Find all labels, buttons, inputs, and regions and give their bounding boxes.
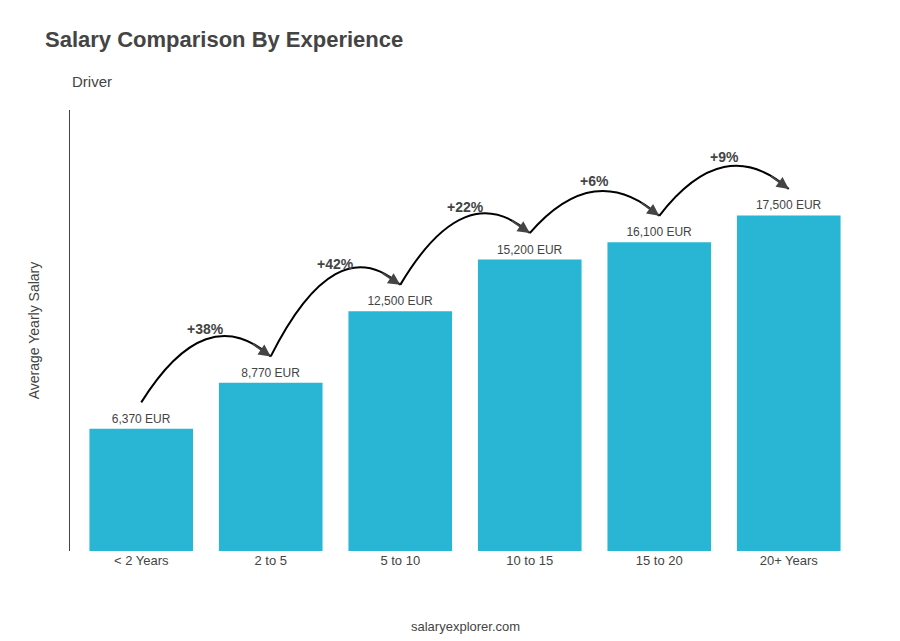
svg-text:2 to 5: 2 to 5 bbox=[254, 553, 287, 568]
svg-text:< 2 Years: < 2 Years bbox=[114, 553, 169, 568]
svg-text:15,200 EUR: 15,200 EUR bbox=[497, 243, 563, 257]
svg-text:15 to 20: 15 to 20 bbox=[636, 553, 683, 568]
svg-text:+38%: +38% bbox=[187, 321, 224, 337]
svg-text:12,500 EUR: 12,500 EUR bbox=[367, 294, 433, 308]
svg-text:+42%: +42% bbox=[317, 256, 354, 272]
svg-text:+6%: +6% bbox=[580, 173, 609, 189]
svg-text:Average Yearly Salary: Average Yearly Salary bbox=[26, 262, 42, 400]
svg-text:+9%: +9% bbox=[710, 149, 739, 165]
svg-text:5 to 10: 5 to 10 bbox=[380, 553, 420, 568]
svg-text:10 to 15: 10 to 15 bbox=[506, 553, 553, 568]
svg-text:salaryexplorer.com: salaryexplorer.com bbox=[411, 619, 520, 634]
svg-text:16,100 EUR: 16,100 EUR bbox=[626, 225, 692, 239]
svg-text:20+ Years: 20+ Years bbox=[760, 553, 819, 568]
svg-text:+22%: +22% bbox=[447, 199, 484, 215]
svg-text:Salary Comparison By Experienc: Salary Comparison By Experience bbox=[45, 27, 403, 52]
svg-text:8,770 EUR: 8,770 EUR bbox=[241, 366, 300, 380]
svg-text:6,370 EUR: 6,370 EUR bbox=[112, 412, 171, 426]
svg-text:Driver: Driver bbox=[72, 73, 112, 90]
svg-text:17,500 EUR: 17,500 EUR bbox=[756, 198, 822, 212]
